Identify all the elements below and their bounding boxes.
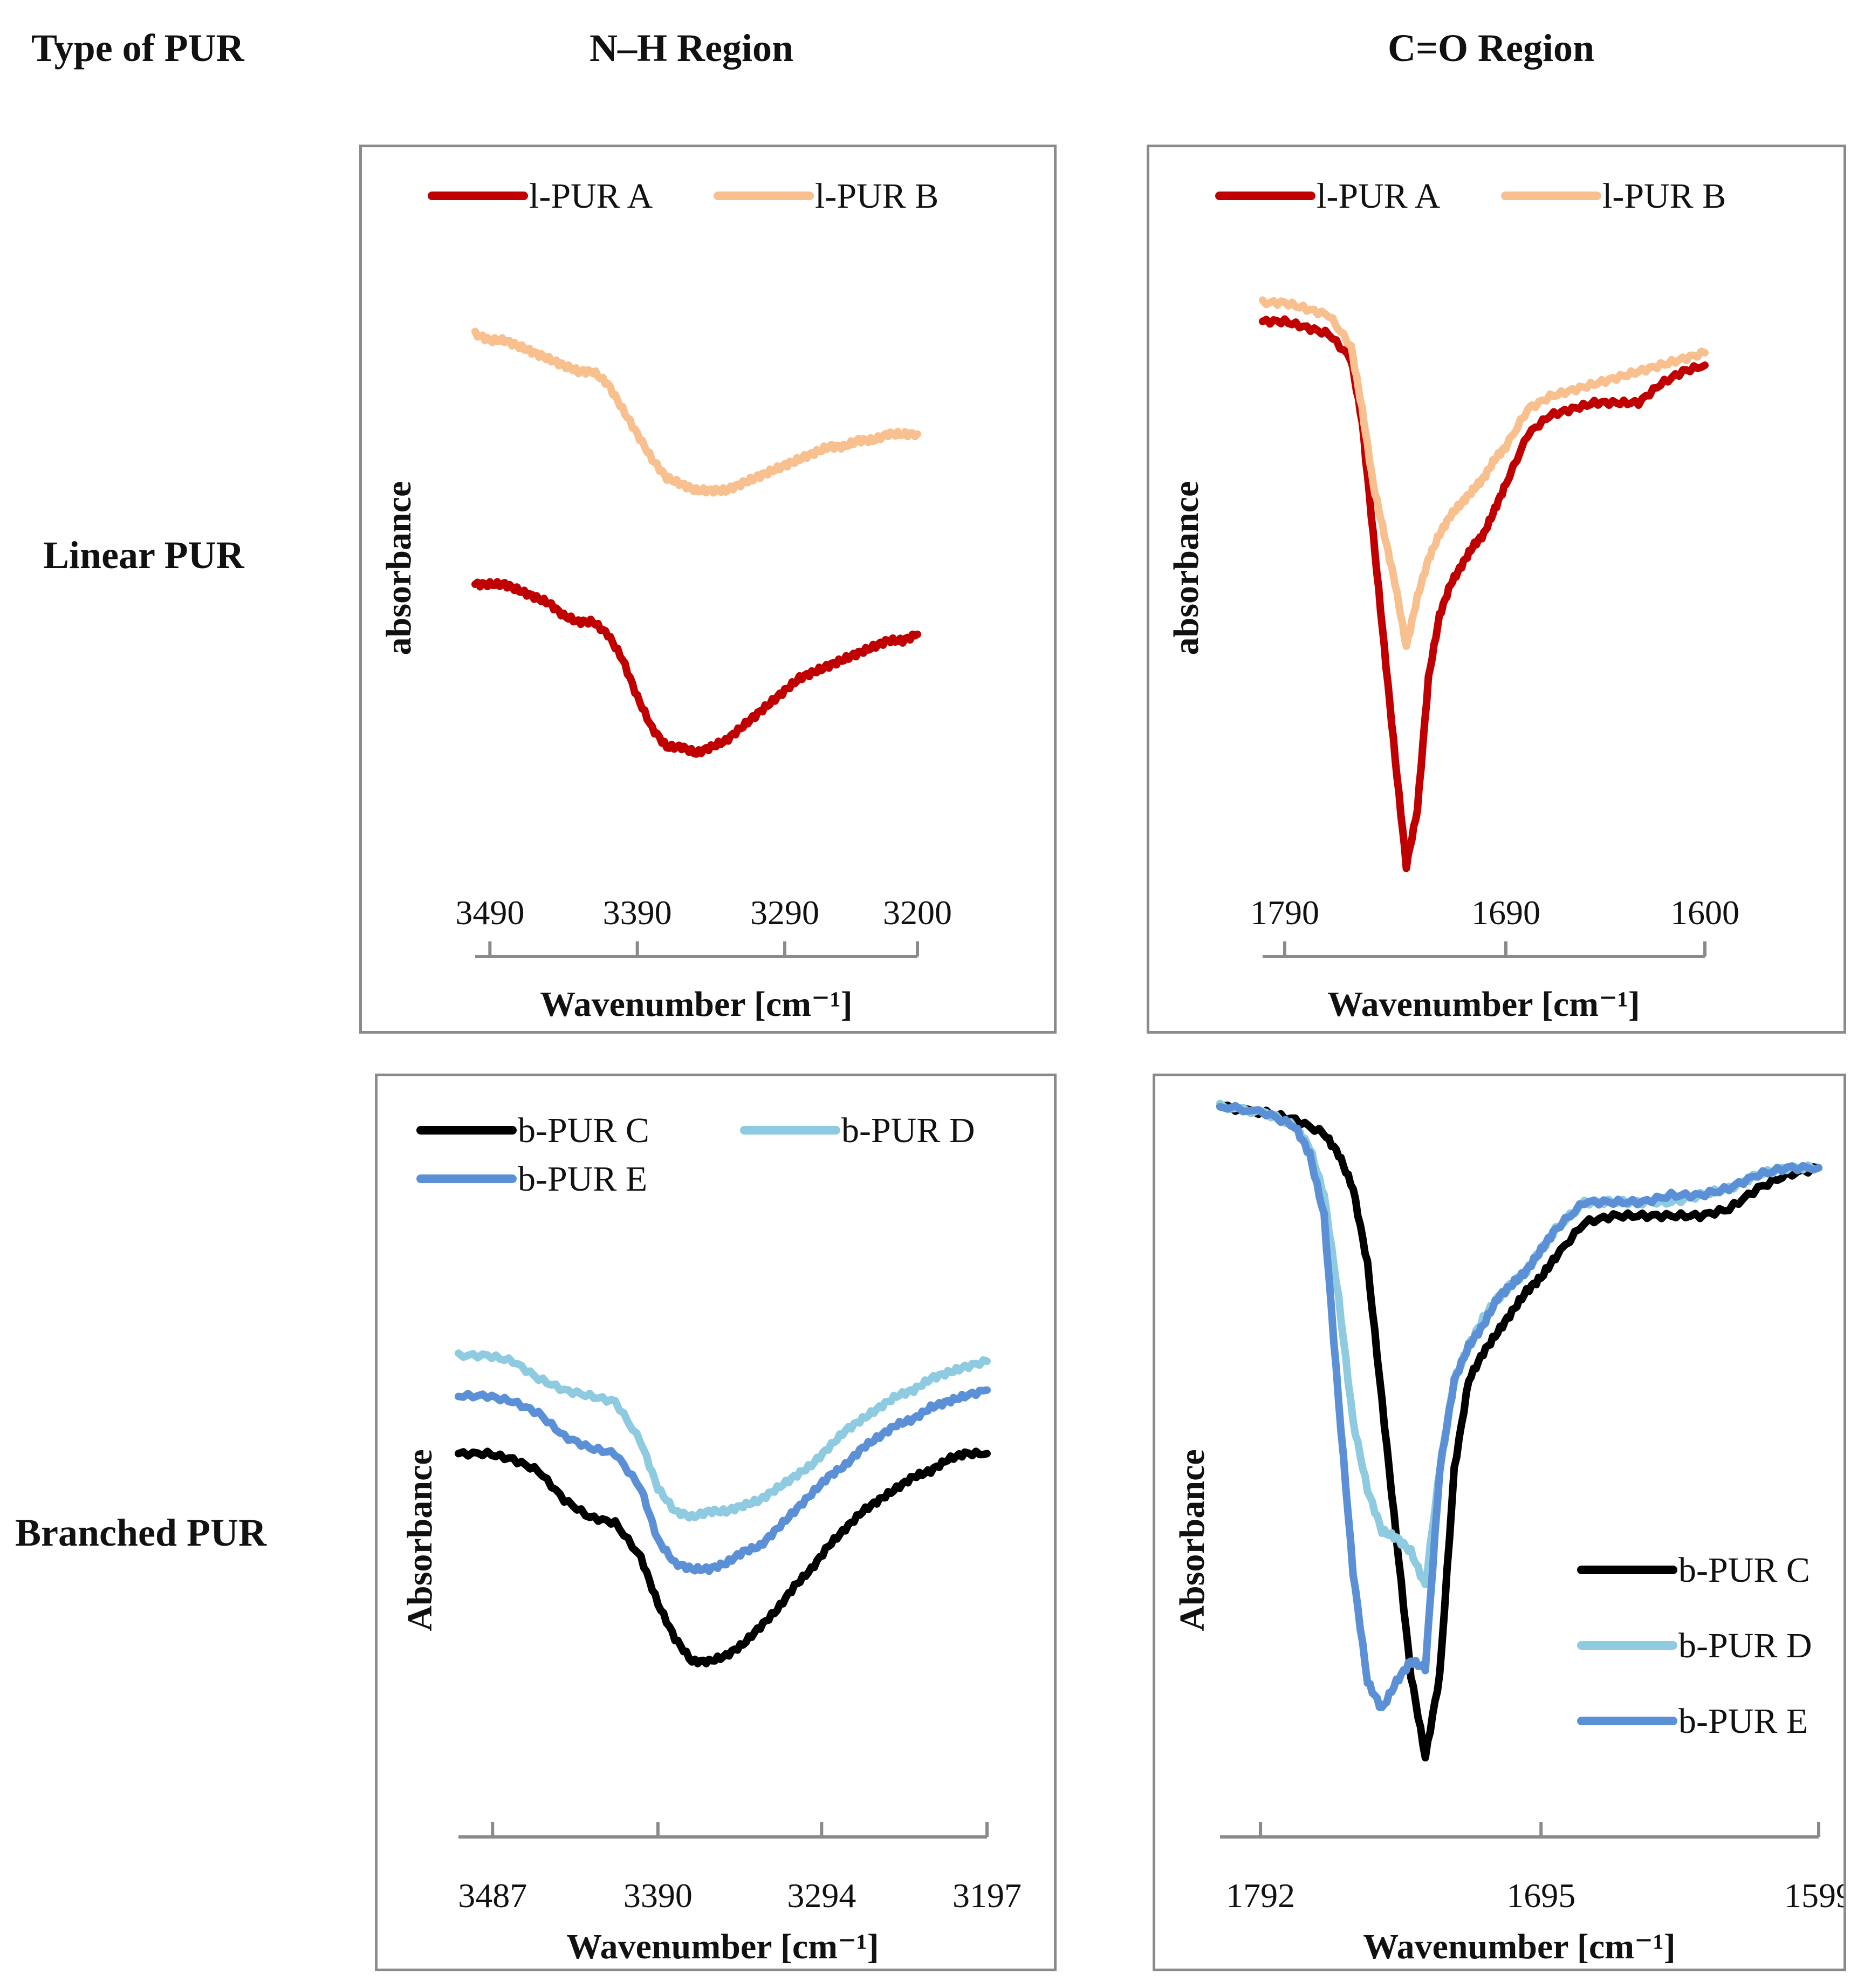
panel-linear-co: 1790 1690 1600 Wavenumber [cm⁻¹] absorbance l…	[1147, 145, 1846, 1034]
legend-label-b-pur-d: b-PUR D	[1678, 1626, 1812, 1665]
linear_co-svg: 1790 1690 1600 Wavenumber [cm⁻¹] absorbance l…	[1167, 176, 1739, 1024]
x-tick-label: 1690	[1471, 893, 1540, 932]
panel-branched-nh: 3487 3390 3294 3197 Wavenumber [cm⁻¹] Absorba…	[375, 1074, 1057, 1971]
legend-label-b-pur-c: b-PUR C	[518, 1111, 649, 1150]
x-tick-label: 1600	[1670, 893, 1739, 932]
legend-label-b-pur-d: b-PUR D	[841, 1111, 975, 1150]
legend-label-b-pur-c: b-PUR C	[1678, 1550, 1810, 1590]
series-line-l-pur-b	[1259, 296, 1709, 650]
x-tick-label: 3390	[603, 893, 672, 932]
x-tick-label: 1790	[1250, 893, 1319, 932]
x-tick-label: 1792	[1226, 1876, 1295, 1915]
x-tick-label: 1599	[1784, 1876, 1843, 1915]
series-line-b-pur-d	[1216, 1099, 1822, 1589]
x-axis-label: Wavenumber [cm⁻¹]	[1363, 1927, 1676, 1966]
series-line-b-pur-c	[455, 1447, 991, 1668]
legend-label-b-pur-e: b-PUR E	[518, 1159, 647, 1199]
y-axis-label: Absorbance	[1173, 1449, 1212, 1631]
panel-linear-nh: 3490 3390 3290 3200 Wavenumber [cm⁻¹] absorba…	[359, 145, 1057, 1034]
x-axis-label: Wavenumber [cm⁻¹]	[540, 985, 853, 1024]
series-line-l-pur-b	[471, 327, 921, 497]
series-line-b-pur-e	[1216, 1102, 1822, 1711]
x-tick-label: 3290	[750, 893, 819, 932]
linear_nh-svg: 3490 3390 3290 3200 Wavenumber [cm⁻¹] absorba…	[379, 176, 952, 1024]
series-line-l-pur-a	[1259, 315, 1709, 872]
x-tick-label: 3200	[883, 893, 952, 932]
branched_nh-svg: 3487 3390 3294 3197 Wavenumber [cm⁻¹] Absorba…	[400, 1111, 1022, 1966]
legend-label-b-pur-e: b-PUR E	[1678, 1702, 1808, 1741]
legend-label-l-pur-b: l-PUR B	[1602, 176, 1726, 216]
y-axis-label: absorbance	[1167, 481, 1206, 655]
y-axis-label: absorbance	[379, 481, 419, 655]
series-line-b-pur-d	[455, 1349, 991, 1522]
branched_co-svg: 1792 1695 1599 Wavenumber [cm⁻¹] Absorbance b…	[1173, 1099, 1843, 1966]
legend-label-l-pur-a: l-PUR A	[529, 176, 653, 216]
row-label-branched: Branched PUR	[15, 1511, 266, 1554]
panel-branched-co: 1792 1695 1599 Wavenumber [cm⁻¹] Absorbance b…	[1153, 1074, 1846, 1971]
x-tick-label: 3197	[952, 1876, 1022, 1915]
x-tick-label: 3294	[787, 1876, 856, 1915]
series-line-b-pur-e	[455, 1386, 991, 1575]
header-nh-region: N–H Region	[590, 26, 793, 70]
series-line-b-pur-c	[1216, 1101, 1822, 1762]
legend-label-l-pur-a: l-PUR A	[1317, 176, 1441, 216]
x-tick-label: 1695	[1506, 1876, 1575, 1915]
x-tick-label: 3490	[455, 893, 524, 932]
series-line-l-pur-a	[471, 578, 921, 758]
y-axis-label: Absorbance	[400, 1449, 440, 1631]
x-tick-label: 3390	[623, 1876, 693, 1915]
header-type-of-pur: Type of PUR	[31, 26, 244, 70]
x-axis-label: Wavenumber [cm⁻¹]	[566, 1927, 879, 1966]
x-tick-label: 3487	[458, 1876, 527, 1915]
legend-label-l-pur-b: l-PUR B	[815, 176, 938, 216]
header-co-region: C=O Region	[1388, 26, 1595, 70]
x-axis-label: Wavenumber [cm⁻¹]	[1327, 985, 1640, 1024]
row-label-linear: Linear PUR	[43, 534, 244, 577]
